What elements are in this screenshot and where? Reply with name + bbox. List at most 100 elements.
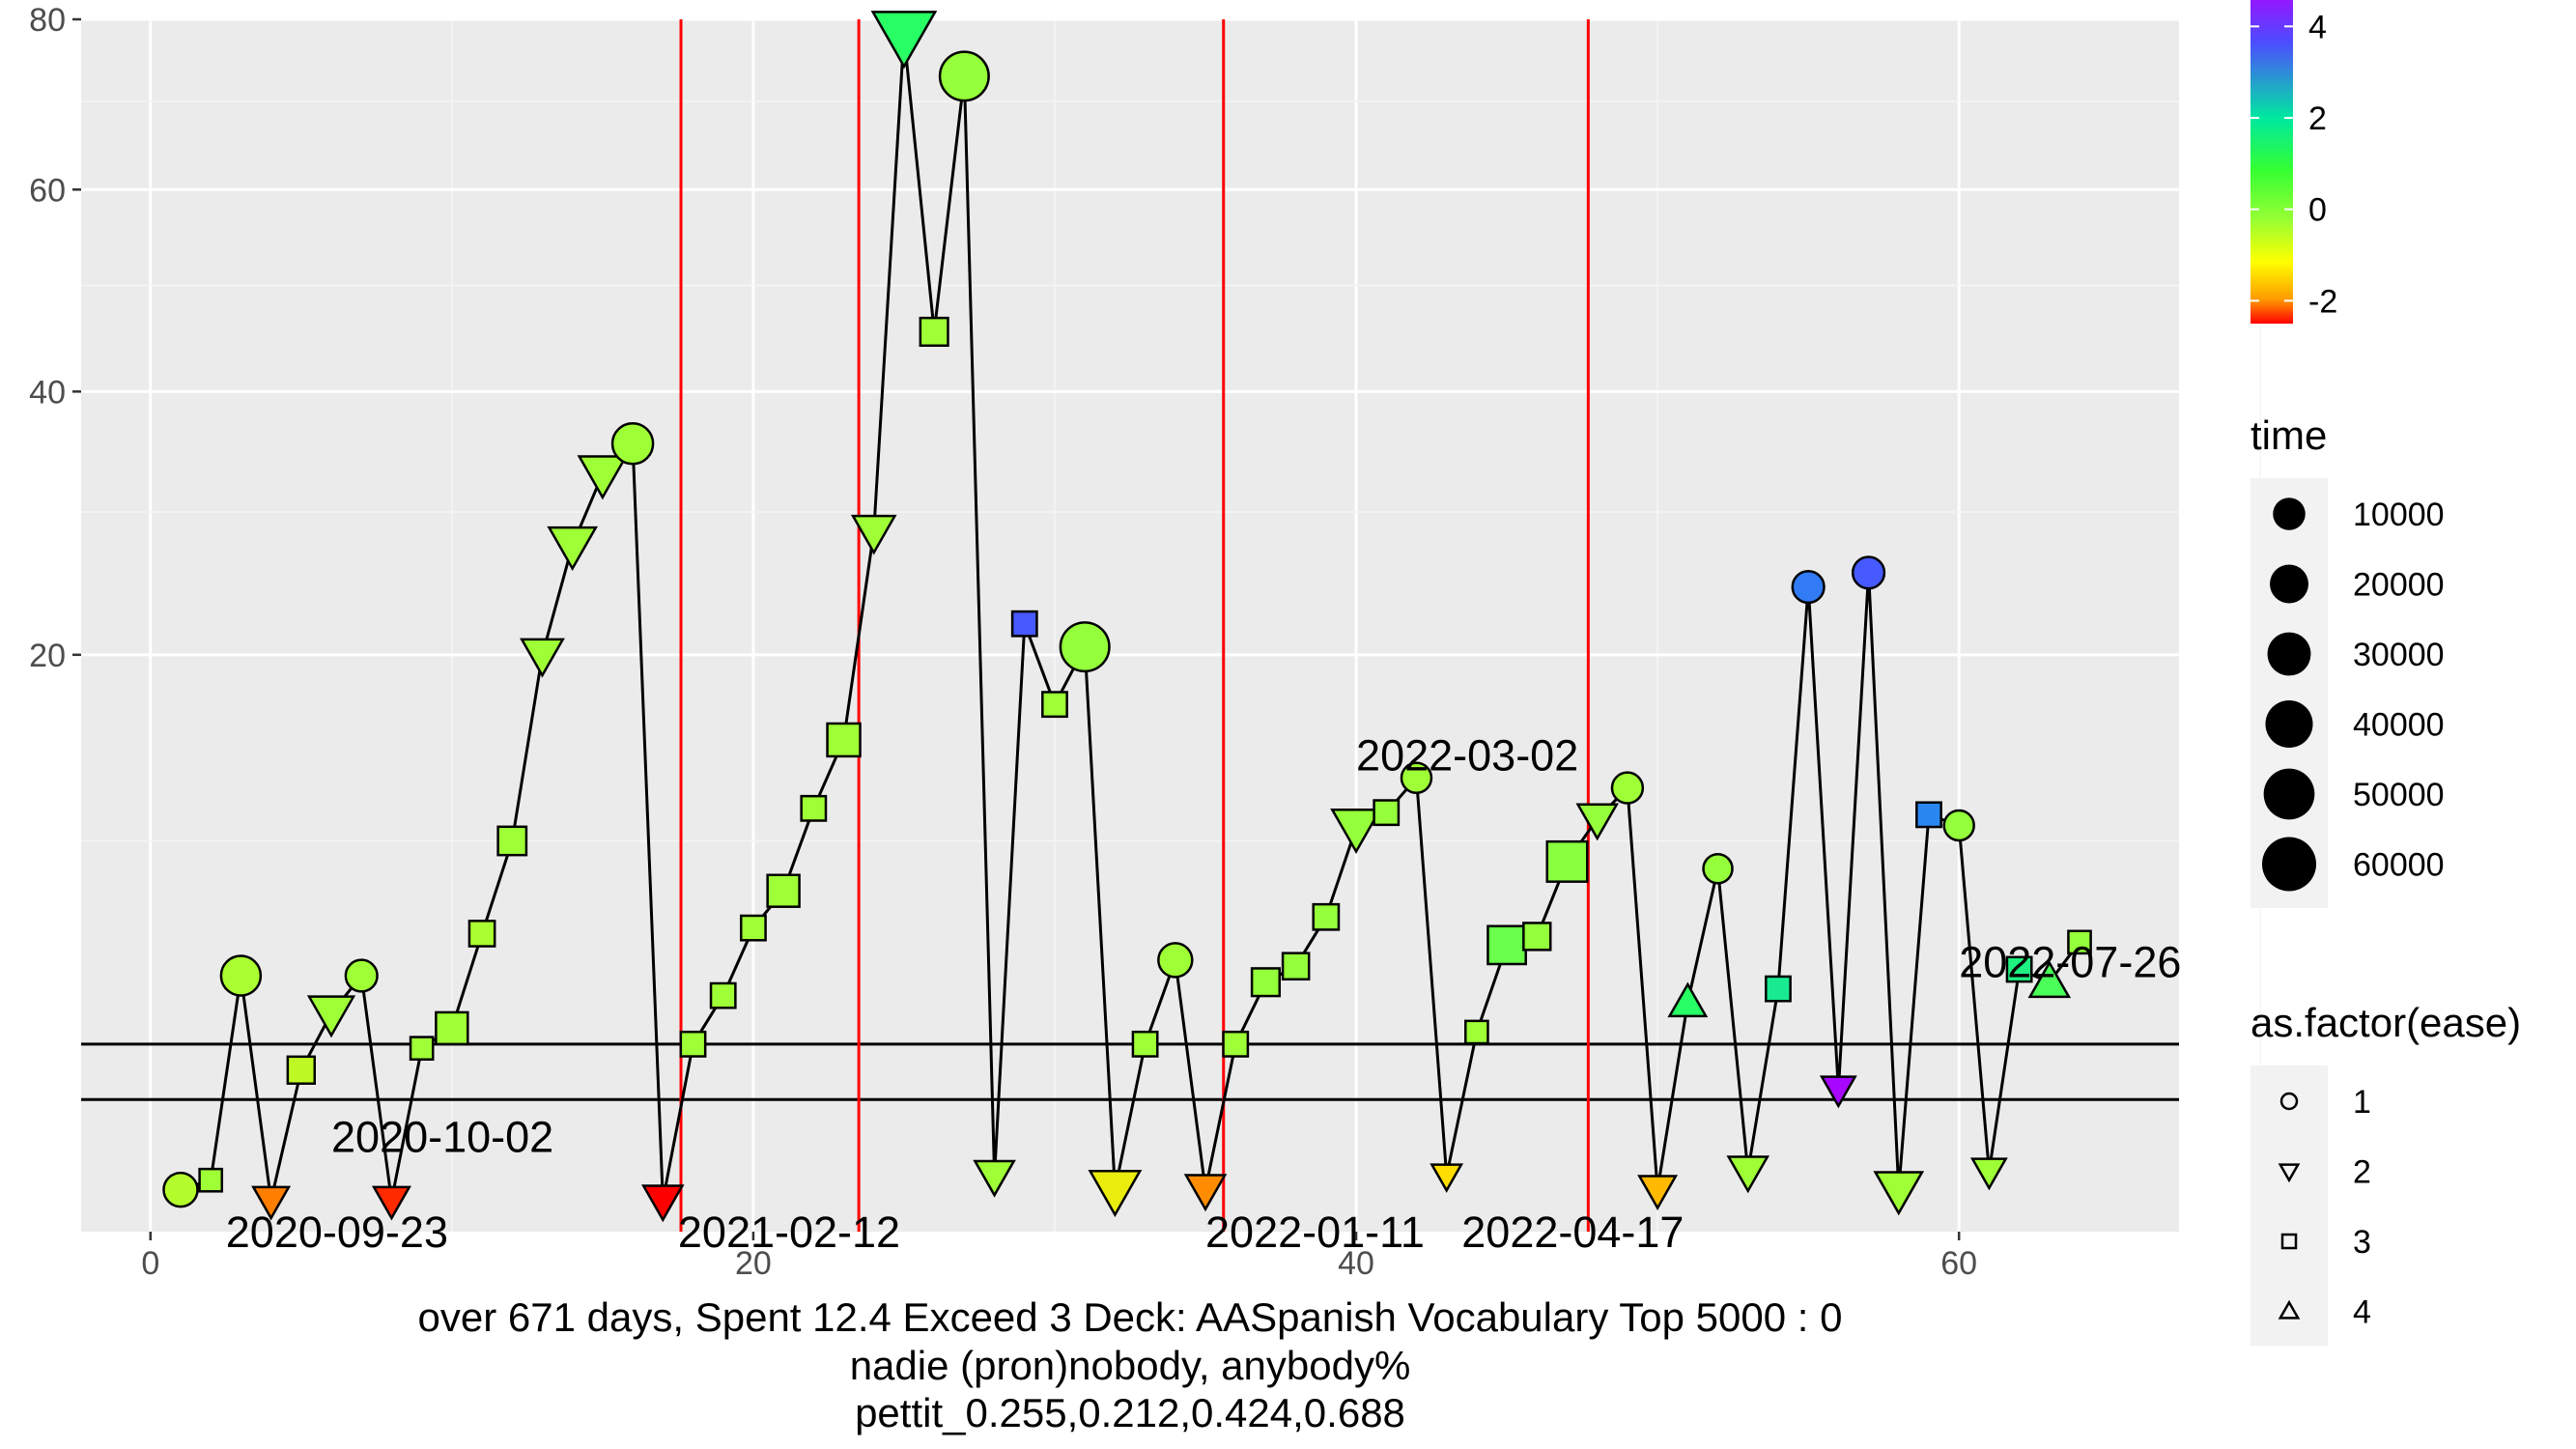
- date-label: 2022-01-11: [1205, 1208, 1425, 1257]
- shape-legend-label: 1: [2353, 1084, 2371, 1121]
- data-point: [2067, 929, 2092, 955]
- date-annotations: 2020-09-23 2020-10-02 2021-02-12 2022-01-11…: [226, 730, 2182, 1257]
- x-tick-label: 20: [735, 1245, 772, 1282]
- caption-line-2: nadie (pron)nobody, anybody%: [850, 1343, 1411, 1388]
- y-tick-label: 80: [29, 2, 66, 39]
- data-point: [1545, 839, 1589, 883]
- colorbar-label: -2: [2308, 283, 2337, 320]
- size-legend-key: [2273, 497, 2306, 530]
- grid: [81, 17, 2262, 1232]
- data-point: [973, 1159, 1016, 1198]
- colorbar-label: 2: [2308, 100, 2327, 137]
- y-tick-label: 20: [29, 638, 66, 674]
- caption-line-1: over 671 days, Spent 12.4 Exceed 3 Deck:…: [418, 1294, 1843, 1340]
- data-point: [251, 1185, 292, 1221]
- data-point: [1250, 967, 1281, 998]
- size-legend-items: 10000 20000 30000 40000 50000 60000: [2262, 497, 2445, 892]
- data-point: [1312, 902, 1341, 931]
- data-points: [162, 11, 2092, 1223]
- data-point: [1088, 1170, 1143, 1217]
- data-point: [371, 1185, 411, 1221]
- data-point: [1059, 621, 1111, 673]
- shape-legend-keys-bg: [2250, 1065, 2328, 1346]
- axes: 0 20 40 60 20 40 60 80: [29, 2, 1977, 1282]
- y-tick-label: 60: [29, 172, 66, 209]
- color-legend: 4 2 0 -2: [2250, 0, 2337, 324]
- shape-legend-label: 4: [2353, 1294, 2371, 1331]
- x-tick-label: 0: [141, 1245, 159, 1282]
- plot-panel: [81, 19, 2179, 1232]
- shape-legend-key: [2279, 1092, 2299, 1111]
- data-point: [1430, 1163, 1464, 1193]
- data-point: [467, 920, 496, 948]
- data-point: [1010, 610, 1038, 638]
- data-point: [1400, 761, 1433, 795]
- data-point: [1969, 1157, 2008, 1191]
- data-point: [1131, 1030, 1159, 1058]
- data-point: [679, 1030, 707, 1058]
- size-legend-key: [2263, 768, 2315, 820]
- shape-legend-key: [2280, 1233, 2298, 1250]
- data-point: [709, 981, 737, 1009]
- data-point: [162, 1171, 199, 1208]
- data-point: [1373, 799, 1401, 827]
- size-legend-label: 50000: [2353, 777, 2445, 813]
- data-point: [739, 914, 767, 942]
- colorbar-label: 4: [2308, 9, 2327, 45]
- date-label: 2020-09-23: [226, 1208, 448, 1257]
- x-tick-label: 60: [1940, 1245, 1977, 1282]
- data-point: [2027, 960, 2072, 999]
- data-point: [800, 794, 828, 822]
- data-point: [520, 638, 565, 678]
- data-point: [766, 873, 801, 908]
- data-point: [1726, 1155, 1770, 1194]
- data-point: [1667, 981, 1709, 1018]
- shape-legend-label: 3: [2353, 1224, 2371, 1261]
- data-point: [1575, 803, 1619, 841]
- shape-legend-items: 1 2 3 4: [2278, 1084, 2371, 1331]
- shape-legend-key: [2278, 1163, 2301, 1183]
- x-tick-label: 40: [1338, 1245, 1374, 1282]
- data-point: [1330, 808, 1382, 854]
- size-legend: time 10000 20000 30000 40000 50000 60000: [2250, 412, 2445, 908]
- series-connector: [180, 35, 2081, 1201]
- data-point: [1610, 771, 1645, 805]
- data-point: [577, 455, 629, 500]
- data-point: [1819, 1075, 1857, 1109]
- size-legend-key: [2267, 632, 2311, 676]
- data-point: [547, 526, 598, 571]
- data-point: [219, 954, 263, 997]
- y-tick-label: 40: [29, 374, 66, 411]
- reference-lines: [81, 19, 2179, 1232]
- data-point: [1702, 853, 1734, 885]
- data-point: [198, 1167, 224, 1193]
- date-label: 2020-10-02: [331, 1113, 553, 1162]
- colorbar-ticks: 4 2 0 -2: [2250, 9, 2337, 320]
- data-point: [1183, 1174, 1228, 1212]
- size-legend-title: time: [2250, 412, 2327, 458]
- data-point: [1637, 1175, 1679, 1210]
- series-line: [180, 35, 2081, 1201]
- shape-legend: as.factor(ease) 1 2 3 4: [2250, 1000, 2521, 1346]
- shape-legend-label: 2: [2353, 1154, 2371, 1191]
- date-label: 2022-04-17: [1461, 1208, 1684, 1257]
- size-legend-label: 10000: [2353, 497, 2445, 533]
- data-point: [1222, 1030, 1250, 1058]
- caption-line-3: pettit_0.255,0.212,0.424,0.688: [855, 1390, 1405, 1435]
- data-point: [1041, 691, 1068, 719]
- date-label: 2021-02-12: [678, 1208, 900, 1257]
- size-legend-key: [2270, 564, 2308, 604]
- colorbar-label: 0: [2308, 192, 2327, 229]
- shape-legend-key: [2278, 1299, 2301, 1320]
- size-legend-key: [2265, 699, 2313, 749]
- data-point: [1464, 1019, 1489, 1045]
- colorbar: [2250, 0, 2293, 324]
- data-point: [641, 1184, 685, 1223]
- data-point: [1915, 801, 1942, 829]
- data-point: [1873, 1171, 1925, 1216]
- size-legend-label: 30000: [2353, 637, 2445, 673]
- data-point: [306, 995, 356, 1038]
- data-point: [1522, 922, 1552, 952]
- data-point: [1157, 942, 1194, 979]
